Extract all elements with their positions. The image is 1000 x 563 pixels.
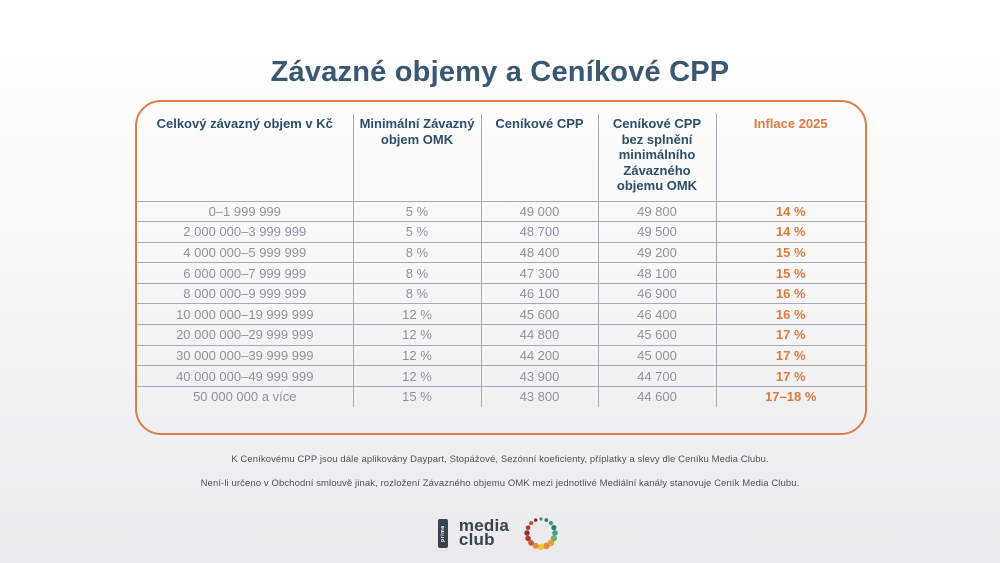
table-body: 0–1 999 999 5 % 49 000 49 800 14 % 2 000 000–… — [137, 201, 865, 407]
table-cell: 47 300 — [481, 262, 599, 284]
table-cell: 5 % — [353, 201, 482, 223]
table-cell: 12 % — [353, 303, 482, 326]
header-inflation: Inflace 2025 — [716, 114, 865, 202]
table-cell: 16 % — [716, 303, 865, 326]
header-cpp-no-min: Ceníkové CPP bez splnění minimálního Záv… — [598, 114, 717, 202]
table-cell: 49 200 — [598, 242, 717, 264]
table-cell: 43 900 — [481, 365, 599, 387]
table-cell: 17–18 % — [765, 389, 817, 405]
table-cell: 20 000 000–29 999 999 — [137, 324, 354, 346]
table-cell: 46 400 — [598, 303, 717, 326]
table-header-row: Celkový závazný objem v Kč Minimální Záv… — [137, 114, 865, 202]
table-cell: 8 % — [353, 242, 482, 264]
table-cell: 30 000 000–39 999 999 — [137, 345, 354, 367]
table-cell: 8 000 000–9 999 999 — [137, 283, 354, 305]
page-title: Závazné objemy a Ceníkové CPP — [270, 56, 730, 89]
table-cell: 12 % — [353, 324, 482, 346]
table-row: 2 000 000–3 999 999 5 % 48 700 49 500 14 % — [137, 221, 865, 243]
table-cell: 14 % — [716, 201, 865, 223]
table-cell: 4 000 000–5 999 999 — [137, 242, 354, 264]
rates-table-panel: Celkový závazný objem v Kč Minimální Záv… — [135, 100, 867, 435]
header-cpp: Ceníkové CPP — [481, 114, 599, 202]
footnote-contract: Není-li určeno v Obchodní smlouvě jinak,… — [200, 478, 800, 489]
table-cell: 15 % — [716, 242, 865, 264]
table-cell: 48 400 — [481, 242, 599, 264]
table-cell: 48 100 — [598, 262, 717, 284]
table-cell: 0–1 999 999 — [137, 201, 354, 223]
table-cell: 2 000 000–3 999 999 — [137, 221, 354, 243]
table-cell: 46 900 — [598, 283, 717, 305]
table-cell: 45 600 — [598, 324, 717, 346]
rates-table: Celkový závazný objem v Kč Minimální Záv… — [137, 114, 865, 407]
header-total-volume: Celkový závazný objem v Kč — [137, 114, 354, 202]
table-cell: 45 600 — [481, 303, 599, 326]
media-club-dots-logo — [524, 517, 558, 551]
table-cell: 8 % — [353, 283, 482, 305]
table-row: 40 000 000–49 999 999 12 % 43 900 44 700 17 … — [137, 365, 865, 387]
media-club-wordmark-line1: media — [458, 516, 510, 535]
table-cell: 48 700 — [481, 221, 599, 243]
table-cell: 16 % — [716, 283, 865, 305]
header-min-omk: Minimální Závazný objem OMK — [353, 114, 482, 202]
table-row: 0–1 999 999 5 % 49 000 49 800 14 % — [137, 201, 865, 223]
table-row: 8 000 000–9 999 999 8 % 46 100 46 900 16 % — [137, 283, 865, 305]
table-cell: 49 000 — [481, 201, 599, 223]
table-row: 20 000 000–29 999 999 12 % 44 800 45 600 17 … — [137, 324, 865, 346]
table-cell: 44 200 — [481, 345, 599, 367]
table-row: 6 000 000–7 999 999 8 % 47 300 48 100 15 % — [137, 262, 865, 284]
table-header: Celkový závazný objem v Kč Minimální Záv… — [137, 114, 865, 202]
media-club-wordmark-line2: club — [458, 530, 495, 549]
table-cell: 49 500 — [598, 221, 717, 243]
footnotes: K Ceníkovému CPP jsou dále aplikovány Da… — [0, 454, 1000, 502]
table-cell: 5 % — [353, 221, 482, 243]
table-cell: 17 % — [716, 365, 865, 387]
table-cell: 10 000 000–19 999 999 — [137, 303, 354, 326]
table-row: 4 000 000–5 999 999 8 % 48 400 49 200 15 % — [137, 242, 865, 264]
table-cell: 49 800 — [598, 201, 717, 223]
prima-logo-mark: prima — [437, 518, 448, 548]
table-cell: 12 % — [353, 345, 482, 367]
table-cell: 44 600 — [598, 386, 717, 407]
table-cell: 15 % — [353, 386, 482, 407]
table-cell: 44 700 — [598, 365, 717, 387]
media-club-logo: prima media club — [0, 512, 1000, 554]
table-cell: 40 000 000–49 999 999 — [137, 365, 354, 387]
table-cell: 44 800 — [481, 324, 599, 346]
table-cell: 15 % — [716, 262, 865, 284]
table-cell: 50 000 000 a více — [137, 386, 354, 407]
table-cell: 8 % — [353, 262, 482, 284]
table-row: 50 000 000 a více 15 % 43 800 44 600 17–18 % — [137, 386, 865, 407]
table-cell: 14 % — [716, 221, 865, 243]
table-row: 10 000 000–19 999 999 12 % 45 600 46 400 16 … — [137, 303, 865, 326]
table-row: 30 000 000–39 999 999 12 % 44 200 45 000 17 … — [137, 345, 865, 367]
table-cell: 17 % — [716, 345, 865, 367]
table-cell: 46 100 — [481, 283, 599, 305]
table-cell: 43 800 — [481, 386, 599, 407]
table-cell: 12 % — [353, 365, 482, 387]
media-club-wordmark: media club — [458, 516, 510, 549]
footnote-coefficients: K Ceníkovému CPP jsou dále aplikovány Da… — [231, 454, 769, 465]
table-cell: 45 000 — [598, 345, 717, 367]
table-cell: 17 % — [716, 324, 865, 346]
table-cell: 6 000 000–7 999 999 — [137, 262, 354, 284]
